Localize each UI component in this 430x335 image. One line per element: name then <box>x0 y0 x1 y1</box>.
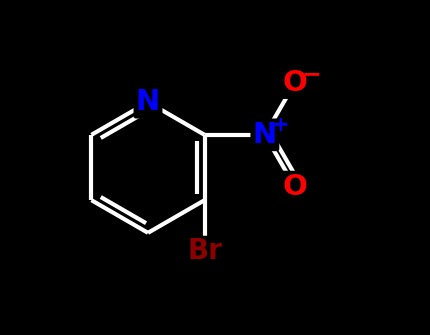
Text: −: − <box>301 62 321 86</box>
Text: N: N <box>253 121 277 149</box>
Text: O: O <box>283 69 307 96</box>
Text: N: N <box>136 88 160 116</box>
Text: Br: Br <box>187 238 222 265</box>
Text: +: + <box>272 116 290 135</box>
Text: O: O <box>283 173 307 201</box>
